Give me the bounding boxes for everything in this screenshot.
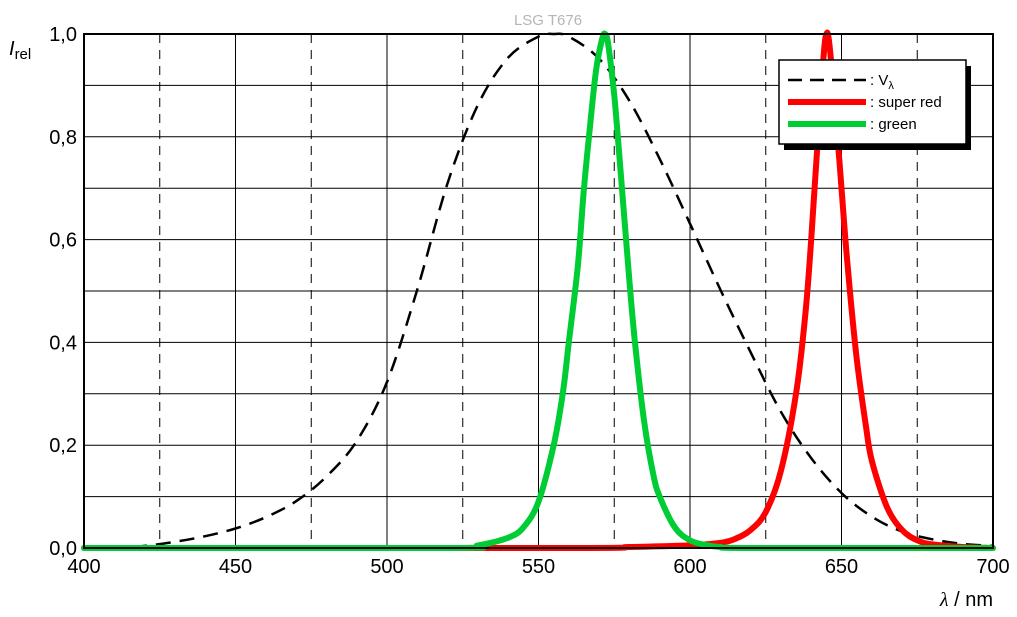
x-axis-label: λ / nm — [939, 589, 993, 611]
x-axis-label-unit: / nm — [949, 589, 993, 611]
y-tick-label: 1,0 — [49, 24, 77, 46]
y-axis-label-main: I — [9, 38, 15, 60]
legend-label-text: : V — [870, 72, 888, 89]
x-tick-label: 600 — [673, 556, 706, 578]
y-axis-label: Irel — [9, 38, 31, 63]
legend-label: : Vλ — [870, 72, 894, 92]
y-tick-label: 0,2 — [49, 435, 77, 457]
legend-label: : super red — [870, 94, 942, 111]
x-axis-label-symbol: λ — [939, 589, 949, 611]
y-tick-label: 0,8 — [49, 127, 77, 149]
y-tick-label: 0,4 — [49, 332, 77, 354]
legend-label-sub: λ — [888, 80, 894, 92]
x-tick-label: 400 — [67, 556, 100, 578]
x-tick-label: 500 — [370, 556, 403, 578]
x-tick-label: 550 — [522, 556, 555, 578]
x-tick-label: 650 — [825, 556, 858, 578]
tick-labels: 400 450 500 550 600 650 700 0,0 0,2 0,4 0,6 0,8 1,0 — [49, 24, 1010, 578]
legend: : Vλ : super red : green — [778, 59, 971, 150]
chart-title: LSG T676 — [514, 12, 582, 29]
y-tick-label: 0,6 — [49, 230, 77, 252]
x-tick-label: 700 — [976, 556, 1009, 578]
y-axis-label-sub: rel — [15, 46, 32, 63]
legend-label-text: : green — [870, 116, 917, 133]
plot-frame — [83, 33, 994, 549]
grid-lines — [84, 34, 993, 548]
x-tick-label: 450 — [219, 556, 252, 578]
legend-label-text: : super red — [870, 94, 942, 111]
series-line-0 — [83, 32, 994, 550]
y-tick-label: 0,0 — [49, 538, 77, 560]
legend-label: : green — [870, 116, 917, 133]
